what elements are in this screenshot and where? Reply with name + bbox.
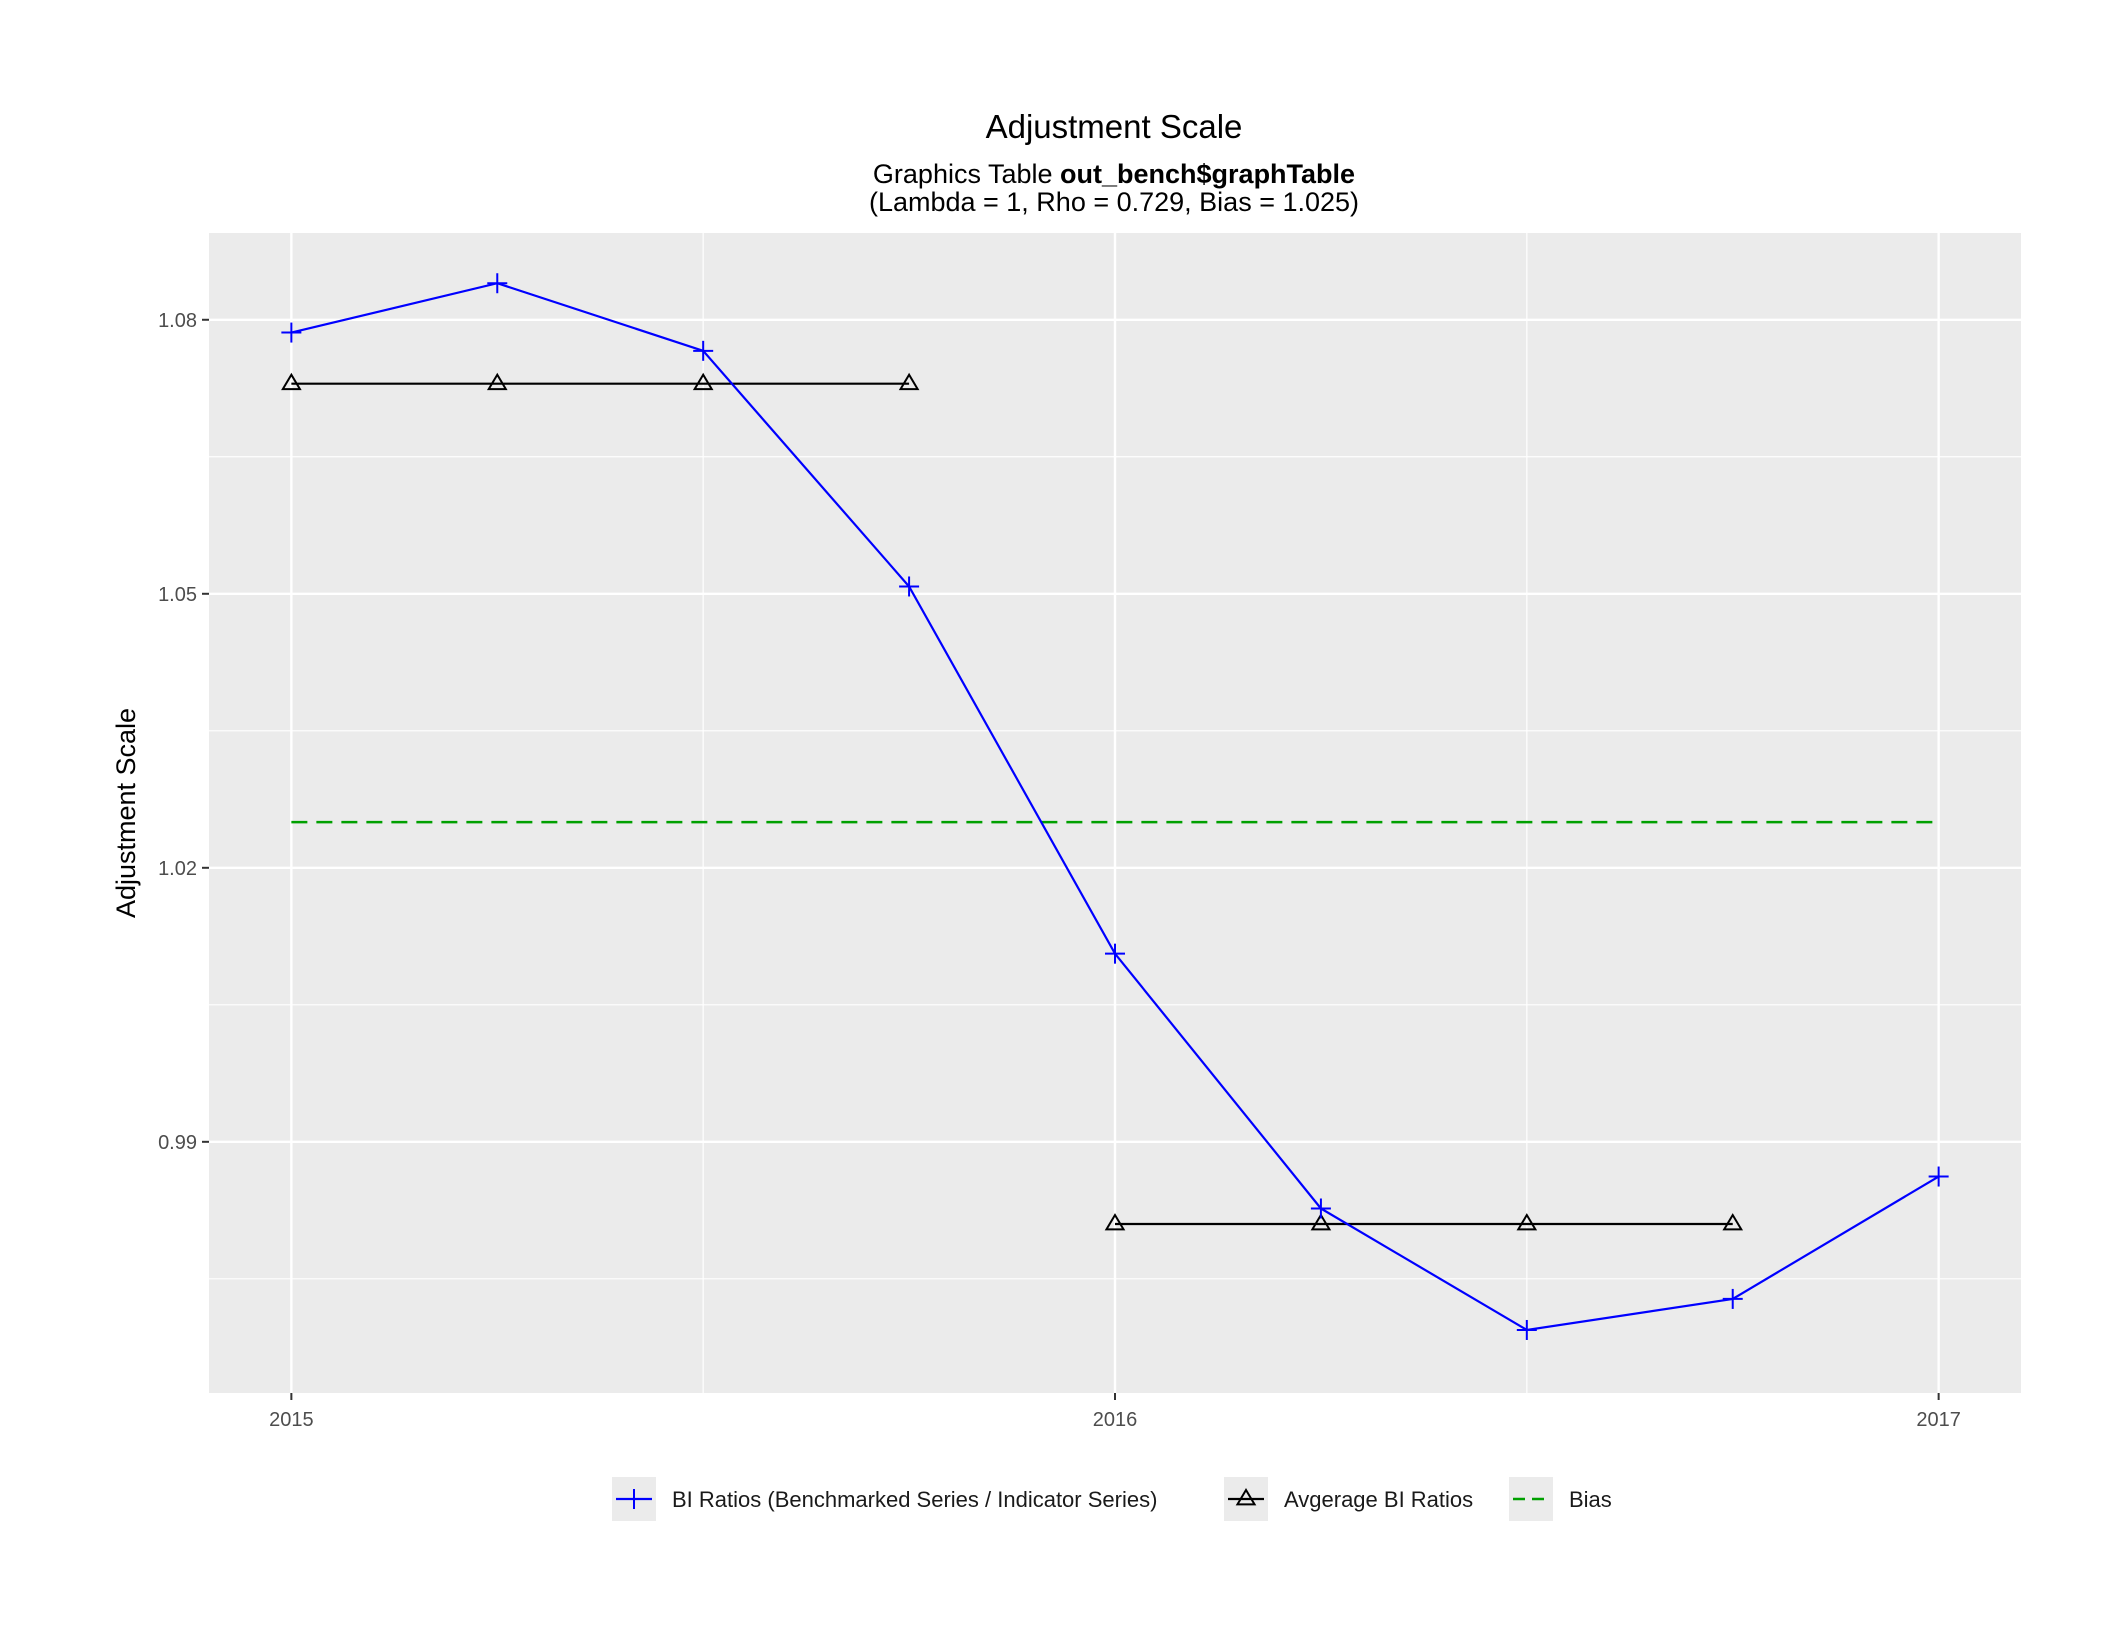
y-tick-label: 1.02	[158, 858, 197, 880]
legend-label: Avgerage BI Ratios	[1284, 1487, 1473, 1512]
bi-ratio-point	[487, 273, 508, 294]
chart-subtitle: Graphics Table out_bench$graphTable	[873, 159, 1355, 189]
bi-ratio-point	[1928, 1166, 1949, 1187]
avg-ratio-point	[898, 372, 920, 391]
bi-ratio-point	[1310, 1198, 1331, 1219]
avg-ratio-point	[486, 372, 508, 391]
bi-ratio-point	[1105, 943, 1125, 964]
bi-ratio-point	[899, 576, 920, 597]
chart-title: Adjustment Scale	[986, 108, 1243, 145]
legend: BI Ratios (Benchmarked Series / Indicato…	[612, 1477, 1612, 1521]
avg-ratio-point	[1310, 1213, 1332, 1231]
axis-layer: 0.99 1.02 1.05 1.08 2015 2016 2017	[158, 310, 1961, 1431]
y-axis-title: Adjustment Scale	[111, 708, 141, 918]
subtitle-prefix: Graphics Table	[873, 159, 1060, 189]
legend-label: BI Ratios (Benchmarked Series / Indicato…	[672, 1487, 1157, 1512]
bi-ratio-point	[1722, 1288, 1743, 1309]
legend-key-marker	[624, 1489, 644, 1509]
bi-ratio-point	[1516, 1319, 1537, 1340]
grid-major	[209, 233, 2021, 1393]
legend-item: BI Ratios (Benchmarked Series / Indicato…	[612, 1477, 1157, 1521]
y-tick-label: 1.05	[158, 584, 197, 606]
legend-label: Bias	[1569, 1487, 1612, 1512]
x-tick-label: 2017	[1916, 1409, 1961, 1431]
legend-item: Avgerage BI Ratios	[1224, 1477, 1473, 1521]
avg-ratio-point	[281, 372, 302, 391]
legend-key-marker	[1235, 1488, 1257, 1506]
x-tick-label: 2016	[1093, 1409, 1138, 1431]
avg-ratio-point	[692, 372, 714, 391]
avg-ratio-point	[1516, 1213, 1538, 1231]
series-layer	[281, 273, 1949, 1340]
subtitle-table-name: out_bench$graphTable	[1060, 159, 1355, 189]
y-tick-label: 0.99	[158, 1132, 197, 1154]
bi-ratio-point	[693, 340, 714, 361]
chart-subtitle-params: (Lambda = 1, Rho = 0.729, Bias = 1.025)	[869, 187, 1359, 217]
legend-item: Bias	[1509, 1477, 1612, 1521]
x-tick-label: 2015	[269, 1409, 314, 1431]
y-tick-label: 1.08	[158, 310, 197, 332]
avg-ratio-point	[1104, 1213, 1126, 1231]
bi-ratio-point	[281, 322, 302, 343]
avg-ratio-point	[1722, 1213, 1744, 1231]
